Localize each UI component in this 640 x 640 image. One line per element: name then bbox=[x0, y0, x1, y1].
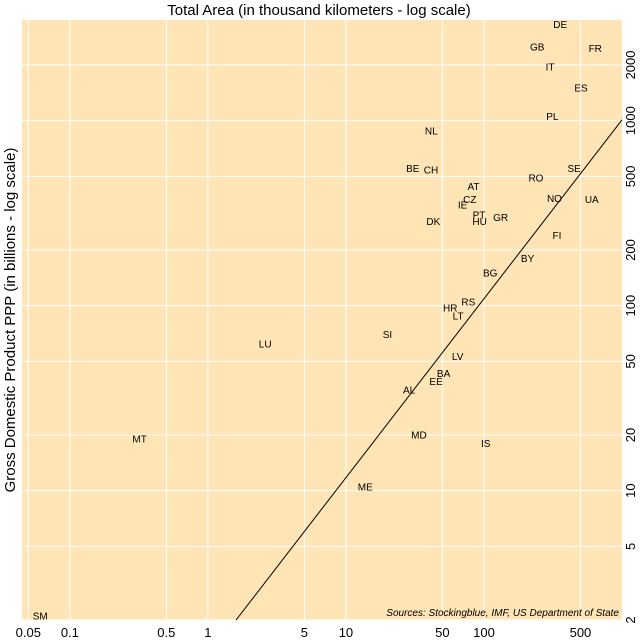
point-label-gr: GR bbox=[493, 213, 508, 224]
x-tick-label: 500 bbox=[570, 625, 592, 640]
point-label-by: BY bbox=[521, 254, 535, 265]
x-tick-label: 0.5 bbox=[157, 625, 175, 640]
point-label-be: BE bbox=[406, 164, 420, 175]
point-label-ch: CH bbox=[424, 166, 438, 177]
point-label-is: IS bbox=[481, 439, 491, 450]
point-label-es: ES bbox=[574, 84, 588, 95]
point-label-bg: BG bbox=[483, 269, 498, 280]
x-tick-label: 5 bbox=[301, 625, 308, 640]
point-label-lu: LU bbox=[259, 340, 272, 351]
point-label-sm: SM bbox=[33, 612, 48, 623]
x-tick-label: 0.05 bbox=[16, 625, 41, 640]
point-label-ee: EE bbox=[429, 377, 443, 388]
point-label-hu: HU bbox=[472, 217, 486, 228]
x-tick-label: 100 bbox=[473, 625, 495, 640]
x-tick-label: 0.1 bbox=[61, 625, 79, 640]
point-label-si: SI bbox=[383, 330, 392, 341]
y-tick-labels: 2 5 10 20 50 100 200 500 1000 2000 bbox=[623, 51, 638, 624]
point-label-pl: PL bbox=[546, 112, 559, 123]
y-tick-label: 200 bbox=[623, 239, 638, 261]
y-tick-label: 2000 bbox=[623, 51, 638, 80]
point-label-me: ME bbox=[358, 482, 373, 493]
point-label-al: AL bbox=[403, 386, 416, 397]
point-label-pt: PT bbox=[473, 210, 486, 221]
point-label-ro: RO bbox=[528, 173, 543, 184]
point-label-ba: BA bbox=[437, 369, 451, 380]
point-label-md: MD bbox=[411, 430, 427, 441]
y-tick-label: 20 bbox=[623, 428, 638, 442]
point-label-hr: HR bbox=[443, 304, 457, 315]
y-tick-label: 5 bbox=[623, 543, 638, 550]
point-label-fi: FI bbox=[553, 231, 562, 242]
source-note: Sources: Stockingblue, IMF, US Departmen… bbox=[386, 608, 619, 619]
gridlines bbox=[22, 20, 622, 621]
y-tick-label: 500 bbox=[623, 166, 638, 188]
point-label-rs: RS bbox=[461, 297, 475, 308]
y-tick-label: 10 bbox=[623, 483, 638, 497]
x-tick-labels: 0.05 0.1 0.5 1 5 10 50 100 500 bbox=[16, 625, 592, 640]
y-tick-label: 1000 bbox=[623, 106, 638, 135]
point-label-fr: FR bbox=[589, 44, 602, 55]
chart-title: Total Area (in thousand kilometers - log… bbox=[167, 2, 470, 19]
point-label-de: DE bbox=[553, 20, 567, 31]
point-label-lt: LT bbox=[453, 311, 464, 322]
point-label-ua: UA bbox=[585, 195, 599, 206]
point-label-gb: GB bbox=[530, 43, 545, 54]
y-tick-label: 100 bbox=[623, 295, 638, 317]
trend-line bbox=[235, 119, 623, 621]
point-label-ie: IE bbox=[458, 201, 468, 212]
point-label-se: SE bbox=[567, 164, 581, 175]
point-label-no: NO bbox=[547, 194, 562, 205]
y-axis-label: Gross Domestic Product PPP (in billions … bbox=[2, 148, 19, 493]
y-tick-label: 2 bbox=[623, 616, 638, 623]
plot-background bbox=[22, 20, 622, 620]
point-label-mt: MT bbox=[132, 435, 146, 446]
point-label-dk: DK bbox=[426, 217, 440, 228]
x-tick-label: 1 bbox=[204, 625, 211, 640]
x-tick-label: 10 bbox=[339, 625, 353, 640]
point-label-it: IT bbox=[546, 62, 555, 73]
point-label-at: AT bbox=[467, 182, 479, 193]
point-label-lv: LV bbox=[452, 352, 464, 363]
point-label-cz: CZ bbox=[463, 195, 476, 206]
x-tick-label: 50 bbox=[435, 625, 449, 640]
point-label-nl: NL bbox=[425, 126, 438, 137]
y-tick-label: 50 bbox=[623, 354, 638, 368]
